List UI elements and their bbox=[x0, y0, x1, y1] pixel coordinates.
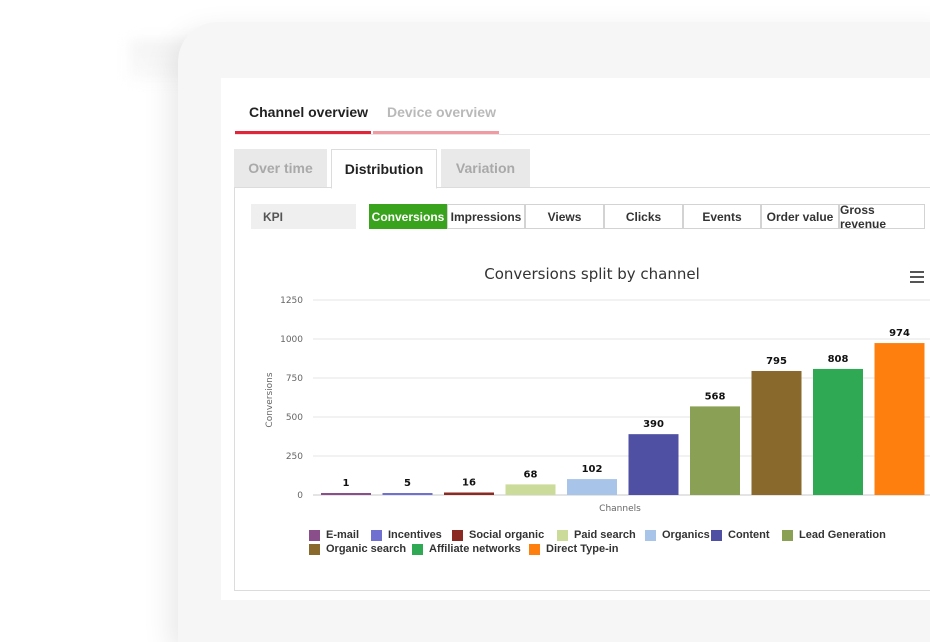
legend-swatch bbox=[412, 543, 423, 555]
legend-swatch bbox=[557, 529, 568, 541]
app-screen: Channel overview Device overview Over ti… bbox=[221, 78, 930, 600]
legend-item-incentives[interactable]: Incentives bbox=[371, 529, 442, 541]
legend-swatch bbox=[371, 529, 382, 541]
legend-label: Direct Type-in bbox=[546, 543, 619, 555]
y-tick-label: 1000 bbox=[280, 335, 303, 345]
bar-data-label: 974 bbox=[889, 328, 910, 339]
bar-data-label: 1 bbox=[343, 478, 350, 489]
y-axis-label: Conversions bbox=[265, 372, 275, 427]
legend-label: Social organic bbox=[469, 529, 545, 541]
legend-item-organics[interactable]: Organics bbox=[645, 529, 710, 541]
chart-title: Conversions split by channel bbox=[484, 265, 700, 283]
legend-item-affiliate-networks[interactable]: Affiliate networks bbox=[412, 543, 521, 555]
conversions-chart: 0 250 500 750 1000 1250 1 5 16 68 102 390 568 795 808… bbox=[265, 265, 930, 514]
legend-label: Incentives bbox=[388, 529, 442, 541]
legend-swatch bbox=[309, 543, 320, 555]
chart-menu-icon[interactable] bbox=[910, 271, 924, 283]
legend-item-lead-generation[interactable]: Lead Generation bbox=[782, 529, 886, 541]
bar-incentives[interactable] bbox=[382, 493, 433, 495]
bar-e-mail[interactable] bbox=[321, 493, 371, 495]
kpi-clicks-button[interactable]: Clicks bbox=[604, 204, 683, 229]
kpi-label: KPI bbox=[251, 204, 356, 229]
legend-item-content[interactable]: Content bbox=[711, 529, 770, 541]
legend-label: Organic search bbox=[326, 543, 407, 555]
tab-channel-overview[interactable]: Channel overview bbox=[235, 104, 371, 134]
legend-label: Lead Generation bbox=[799, 529, 886, 541]
legend-label: E-mail bbox=[326, 529, 360, 541]
kpi-events-button[interactable]: Events bbox=[683, 204, 761, 229]
x-axis-label: Channels bbox=[599, 504, 641, 514]
legend-label: Paid search bbox=[574, 529, 636, 541]
bar-data-label: 390 bbox=[643, 419, 664, 430]
legend-item-organic-search[interactable]: Organic search bbox=[309, 543, 406, 555]
bar-social-organic[interactable] bbox=[444, 492, 494, 495]
legend-swatch bbox=[452, 529, 463, 541]
y-tick-label: 1250 bbox=[280, 296, 303, 306]
kpi-conversions-button[interactable]: Conversions bbox=[369, 204, 447, 229]
y-tick-label: 750 bbox=[286, 374, 303, 384]
legend-swatch bbox=[309, 529, 320, 541]
bar-organics[interactable] bbox=[567, 479, 617, 495]
bar-data-label: 68 bbox=[524, 469, 538, 480]
legend-item-direct-type-in[interactable]: Direct Type-in bbox=[529, 543, 619, 555]
bar-data-label: 795 bbox=[766, 356, 787, 367]
legend-swatch bbox=[711, 529, 722, 541]
kpi-gross-revenue-button[interactable]: Gross revenue bbox=[839, 203, 925, 231]
bar-lead-generation[interactable] bbox=[690, 406, 740, 495]
legend-label: Affiliate networks bbox=[429, 543, 521, 555]
y-tick-label: 500 bbox=[286, 413, 303, 423]
legend-item-paid-search[interactable]: Paid search bbox=[557, 529, 636, 541]
legend-item-e-mail[interactable]: E-mail bbox=[309, 529, 359, 541]
kpi-impressions-button[interactable]: Impressions bbox=[447, 204, 525, 229]
legend-swatch bbox=[782, 529, 793, 541]
bar-paid-search[interactable] bbox=[505, 484, 556, 495]
kpi-order-value-button[interactable]: Order value bbox=[761, 204, 839, 229]
bar-data-label: 808 bbox=[828, 354, 849, 365]
kpi-views-button[interactable]: Views bbox=[525, 204, 604, 229]
tabs-divider bbox=[235, 134, 930, 135]
tab-variation[interactable]: Variation bbox=[441, 149, 530, 187]
legend-label: Content bbox=[728, 529, 770, 541]
bar-organic-search[interactable] bbox=[751, 370, 802, 495]
tab-distribution[interactable]: Distribution bbox=[331, 149, 437, 189]
bar-data-label: 568 bbox=[705, 391, 726, 402]
bar-data-label: 5 bbox=[404, 478, 411, 489]
bar-content[interactable] bbox=[628, 434, 679, 495]
legend-swatch bbox=[529, 543, 540, 555]
tab-device-overview[interactable]: Device overview bbox=[373, 104, 499, 134]
legend-swatch bbox=[645, 529, 656, 541]
tab-over-time[interactable]: Over time bbox=[234, 149, 327, 187]
bar-data-label: 102 bbox=[582, 464, 603, 475]
legend-label: Organics bbox=[662, 529, 710, 541]
legend-item-social-organic[interactable]: Social organic bbox=[452, 529, 544, 541]
bar-direct-type-in[interactable] bbox=[874, 343, 925, 495]
y-tick-label: 0 bbox=[297, 491, 303, 501]
bar-affiliate-networks[interactable] bbox=[813, 368, 863, 495]
y-tick-label: 250 bbox=[286, 452, 303, 462]
bar-data-label: 16 bbox=[462, 478, 476, 489]
